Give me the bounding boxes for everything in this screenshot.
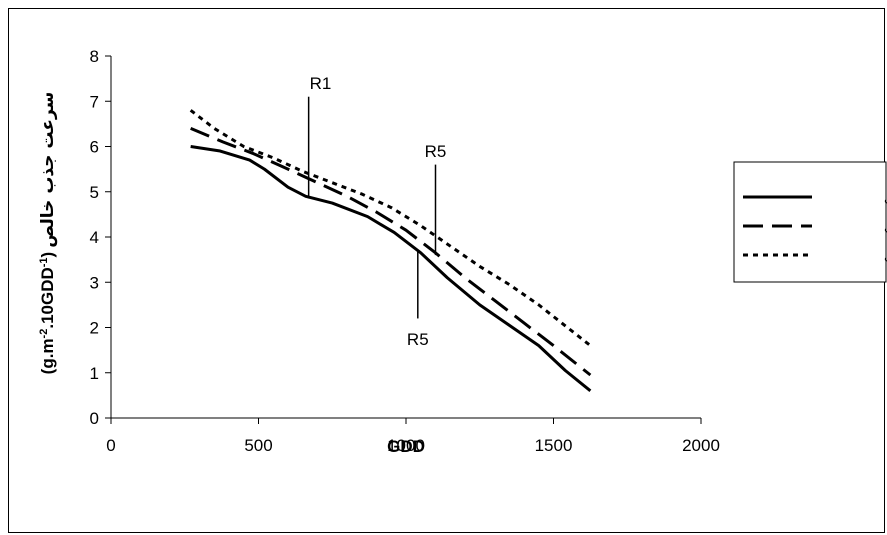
x-tick-label: 2000 — [682, 436, 720, 455]
annotation-label-2: R5 — [425, 142, 447, 161]
y-tick-label: 4 — [90, 228, 99, 247]
series-line-1 — [190, 145, 592, 393]
x-tick-label: 500 — [244, 436, 272, 455]
y-tick-label: 8 — [90, 47, 99, 66]
legend: بهاتی پسەدی وزمایلی — [733, 161, 887, 283]
y-tick-label: 0 — [90, 409, 99, 428]
y-axis-title: (g.m-2.10GDD-1) سرعت جذب خالص — [38, 92, 58, 375]
y-tick-label: 3 — [90, 273, 99, 292]
x-tick-label: 0 — [106, 436, 115, 455]
y-title-mid: .10GDD — [38, 267, 57, 328]
y-tick-label: 6 — [90, 138, 99, 157]
annotation-label-1: R1 — [310, 74, 332, 93]
x-axis-title: GDD — [387, 437, 425, 456]
y-tick-label: 5 — [90, 183, 99, 202]
x-axis-ticks: 0 500 1000 1500 2000 — [106, 418, 720, 455]
series-layer — [189, 109, 592, 393]
y-tick-label: 2 — [90, 319, 99, 338]
legend-label-1: بهاتی — [884, 191, 887, 206]
y-title-paren-open: (g.m — [38, 338, 57, 374]
annotations: R1 R5 R5 — [307, 74, 447, 349]
x-tick-label: 1500 — [535, 436, 573, 455]
legend-label-2: پسەدی — [884, 220, 887, 235]
y-title-rtl: سرعت جذب خالص — [38, 92, 58, 248]
y-tick-label: 7 — [90, 92, 99, 111]
axes — [110, 56, 701, 419]
y-title-paren-close: ) — [38, 252, 57, 258]
y-title-sup-1: -2 — [38, 329, 50, 339]
legend-box — [733, 161, 887, 283]
annotation-label-3: R5 — [407, 330, 429, 349]
y-tick-label: 1 — [90, 364, 99, 383]
series-line-3 — [189, 109, 592, 347]
legend-label-3: وزمایلی — [884, 249, 887, 264]
y-axis-title-text: (g.m-2.10GDD-1) سرعت جذب خالص — [38, 92, 58, 375]
y-axis-ticks: 0 1 2 3 4 5 6 7 8 — [90, 47, 111, 428]
series-line-2 — [190, 127, 592, 377]
y-title-sup-2: -1 — [38, 257, 50, 267]
x-tick-label: 1000 — [387, 436, 425, 455]
